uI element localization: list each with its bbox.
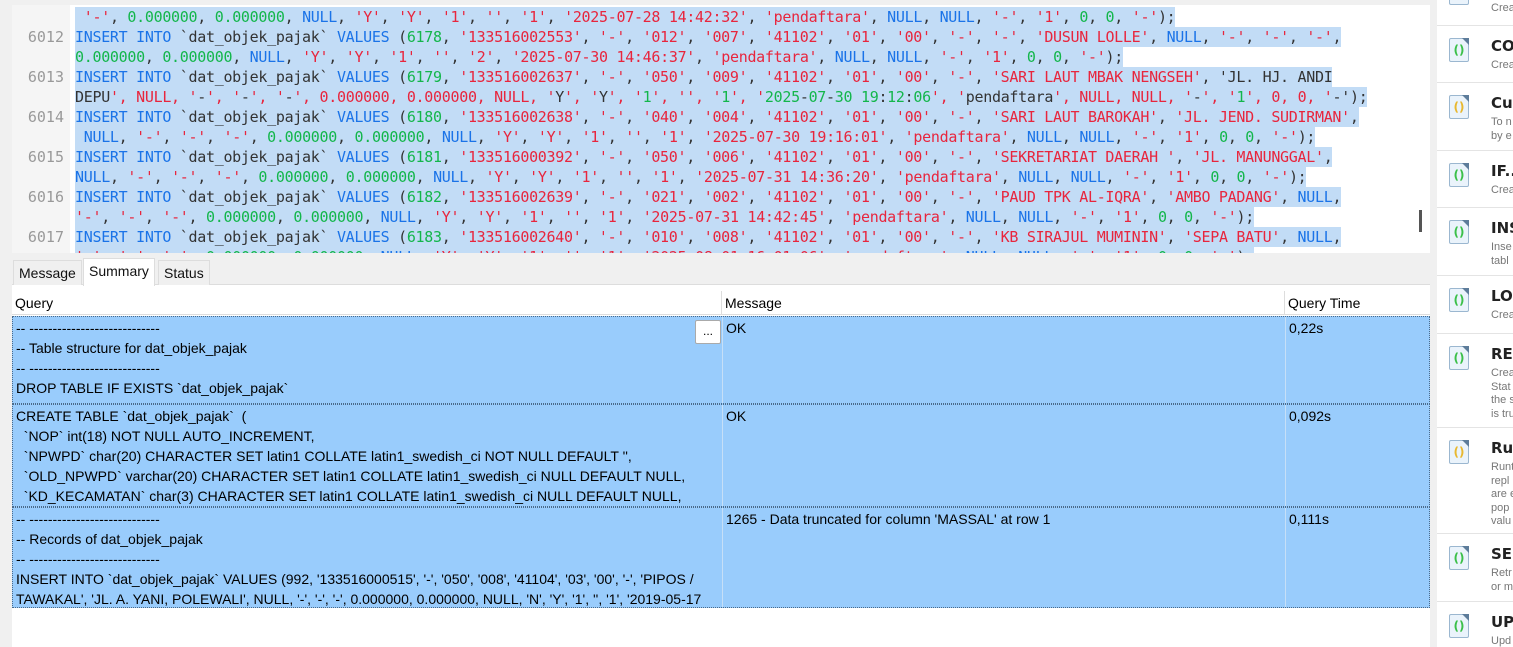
tab-message[interactable]: Message <box>13 260 82 285</box>
message-cell: OK <box>723 405 1286 506</box>
snippet-title: LOC <box>1491 287 1513 305</box>
snippet-description: Crea <box>1491 59 1513 71</box>
code-line[interactable]: DEPU', NULL, '-', '-', '-', 0.000000, 0.… <box>75 87 1368 107</box>
snippet-title: REF <box>1491 345 1513 363</box>
snippet-description: Crea <box>1491 184 1513 196</box>
code-snippet-icon: () <box>1449 220 1469 244</box>
line-number: 6014 <box>27 108 64 126</box>
code-line[interactable]: INSERT INTO `dat_objek_pajak` VALUES (61… <box>75 227 1342 247</box>
message-cell: OK <box>723 317 1286 403</box>
query-time-cell: 0,111s <box>1286 508 1429 607</box>
query-time-cell: 0,22s <box>1286 317 1429 403</box>
line-number: 6012 <box>27 28 64 46</box>
snippet-item[interactable]: () Cus To n by e <box>1437 82 1513 150</box>
query-time-cell: 0,092s <box>1286 405 1429 506</box>
snippet-title: IF... <box>1491 162 1513 180</box>
line-number-gutter: 6012 6013 6014 6015 6016 6017 <box>12 5 70 253</box>
table-header: Query Message Query Time <box>12 291 1430 315</box>
expand-query-button[interactable]: ... <box>695 320 721 344</box>
snippet-description: Crea Stat the s is tru <box>1491 367 1513 420</box>
column-header-query[interactable]: Query <box>12 291 722 315</box>
code-snippet-icon: () <box>1449 440 1469 464</box>
snippet-item[interactable]: () LOC Crea <box>1437 275 1513 333</box>
code-line[interactable]: '-', 0.000000, 0.000000, NULL, 'Y', 'Y',… <box>75 7 1176 27</box>
table-row[interactable]: -- ---------------------------- -- Table… <box>12 316 1430 404</box>
editor-scrollbar-thumb[interactable] <box>1419 210 1422 232</box>
code-line[interactable]: 0.000000, 0.000000, NULL, 'Y', 'Y', '1',… <box>75 47 1123 67</box>
snippet-description: Crea <box>1491 309 1513 321</box>
code-line[interactable]: INSERT INTO `dat_objek_pajak` VALUES (61… <box>75 27 1342 47</box>
snippet-item[interactable]: () COI Crea <box>1437 25 1513 82</box>
snippet-description: To n by e <box>1491 116 1512 142</box>
code-snippet-icon: () <box>1449 0 1469 5</box>
query-cell: CREATE TABLE `dat_objek_pajak` ( `NOP` i… <box>13 405 723 506</box>
snippet-title: INS <box>1491 219 1513 237</box>
line-number: 6015 <box>27 148 64 166</box>
tab-status[interactable]: Status <box>158 260 210 285</box>
code-snippet-icon: () <box>1449 38 1469 62</box>
line-number: 6013 <box>27 68 64 86</box>
code-line[interactable]: '-', '-', '-', 0.000000, 0.000000, NULL,… <box>75 207 1255 227</box>
code-snippet-icon: () <box>1449 288 1469 312</box>
code-line[interactable]: INSERT INTO `dat_objek_pajak` VALUES (61… <box>75 67 1333 87</box>
line-number: 6017 <box>27 228 64 246</box>
code-snippet-icon: () <box>1449 163 1469 187</box>
code-snippet-icon: () <box>1449 546 1469 570</box>
snippet-title: SEL <box>1491 545 1513 563</box>
snippet-item[interactable]: () IF... Crea <box>1437 150 1513 207</box>
snippet-item[interactable]: () Crea <box>1437 0 1513 25</box>
query-cell: -- ---------------------------- -- Table… <box>13 317 723 403</box>
code-line[interactable]: NULL, '-', '-', '-', 0.000000, 0.000000,… <box>75 167 1307 187</box>
tab-summary[interactable]: Summary <box>83 258 155 286</box>
code-snippet-icon: () <box>1449 346 1469 370</box>
code-snippet-icon: () <box>1449 95 1469 119</box>
code-line[interactable]: NULL, '-', '-', '-', 0.000000, 0.000000,… <box>75 127 1315 147</box>
snippet-description: Crea <box>1491 2 1513 14</box>
snippet-title: COI <box>1491 37 1513 55</box>
line-number: 6016 <box>27 188 64 206</box>
table-row[interactable]: CREATE TABLE `dat_objek_pajak` ( `NOP` i… <box>12 404 1430 507</box>
column-header-message[interactable]: Message <box>722 291 1285 315</box>
code-line[interactable]: INSERT INTO `dat_objek_pajak` VALUES (61… <box>75 107 1359 127</box>
snippet-title: Cus <box>1491 94 1513 112</box>
column-header-query-time[interactable]: Query Time <box>1288 295 1361 311</box>
snippet-item[interactable]: () Run Runt repl are e pop valu <box>1437 427 1513 533</box>
snippet-description: Upd <box>1491 635 1512 647</box>
snippet-item[interactable]: () INS Inse tabl <box>1437 207 1513 275</box>
code-snippet-icon: () <box>1449 614 1469 638</box>
snippets-panel: () Crea () COI Crea () Cus To n by e () IF... Crea… <box>1437 0 1513 647</box>
code-line[interactable]: INSERT INTO `dat_objek_pajak` VALUES (61… <box>75 187 1342 207</box>
result-tabs: Message Summary Status <box>12 257 1430 286</box>
code-line[interactable]: INSERT INTO `dat_objek_pajak` VALUES (61… <box>75 147 1333 167</box>
snippet-title: Run <box>1491 439 1513 457</box>
snippet-item[interactable]: () UPD Upd <box>1437 601 1513 647</box>
sql-editor[interactable]: 6012 6013 6014 6015 6016 6017 '-', 0.000000, … <box>12 5 1430 253</box>
query-cell: -- ---------------------------- -- Recor… <box>13 508 723 607</box>
snippet-description: Runt repl are e pop valu <box>1491 461 1513 527</box>
result-panel: Message Summary Status Query Message Que… <box>12 257 1430 647</box>
table-row[interactable]: -- ---------------------------- -- Recor… <box>12 507 1430 608</box>
message-cell: 1265 - Data truncated for column 'MASSAL… <box>723 508 1286 607</box>
snippet-title: UPD <box>1491 613 1513 631</box>
code-line[interactable]: '-', '-', '-', 0.000000, 0.000000, NULL,… <box>75 247 1254 253</box>
snippet-item[interactable]: () SEL Retr or m <box>1437 533 1513 601</box>
snippet-description: Retr or m <box>1491 567 1513 593</box>
snippet-item[interactable]: () REF Crea Stat the s is tru <box>1437 333 1513 427</box>
snippet-description: Inse tabl <box>1491 241 1512 267</box>
